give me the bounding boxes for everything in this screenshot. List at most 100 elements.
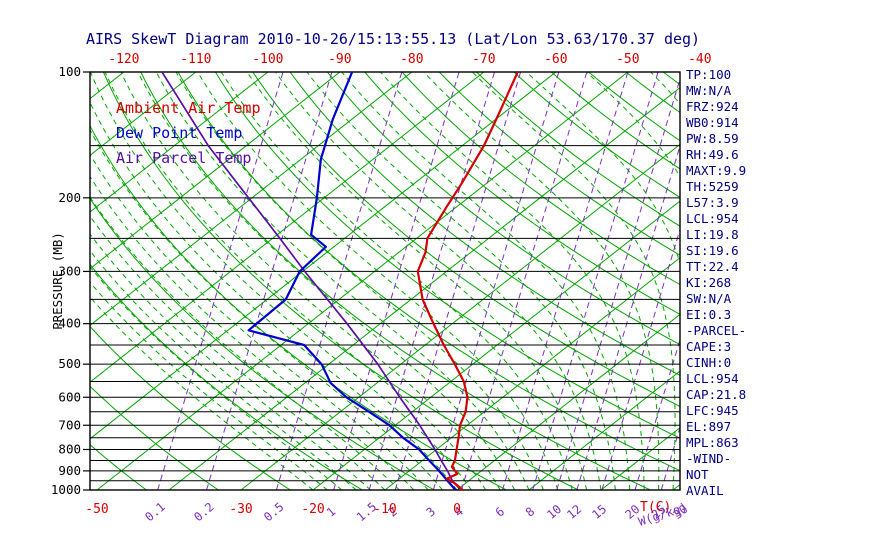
pressure-tick-label: 200: [58, 190, 81, 205]
mixing-ratio-line: [368, 72, 496, 490]
mixing-ratio-tick-label: 0.2: [191, 500, 217, 525]
stat-line: SI:19.6: [686, 243, 739, 258]
moist-adiabat-line: [175, 72, 544, 490]
mixing-ratio-line: [432, 72, 560, 490]
mixing-ratio-line: [157, 72, 284, 490]
legend-ambient-air-temp: Ambient Air Temp: [116, 99, 261, 117]
pressure-tick-label: 800: [58, 441, 81, 456]
isotherm-line: [90, 72, 197, 156]
stat-line: SW:N/A: [686, 291, 732, 306]
stat-line: EL:897: [686, 419, 732, 434]
mixing-ratio-line: [206, 72, 333, 490]
stat-line: LFC:945: [686, 403, 739, 418]
isotherms-group: [0, 72, 680, 490]
stat-line: MW:N/A: [686, 83, 732, 98]
dry-adiabat-line: [214, 72, 680, 439]
top-temp-tick-label: -80: [400, 52, 423, 67]
dry-adiabat-line: [513, 72, 680, 198]
stat-line: TP:100: [686, 67, 732, 82]
pressure-tick-label: 100: [58, 64, 81, 79]
top-temp-tick-label: -70: [472, 52, 495, 67]
stat-line: CAPE:3: [686, 339, 732, 354]
dry-adiabat-line: [289, 72, 680, 376]
moist-adiabat-line: [90, 233, 371, 490]
moist-adiabat-line: [90, 72, 472, 490]
isotherm-line: [528, 370, 680, 490]
stat-line: RH:49.6: [686, 147, 739, 162]
moist-adiabat-line: [90, 266, 343, 490]
moist-adiabat-line: [197, 72, 559, 490]
top-temp-tick-label: -100: [252, 52, 283, 67]
temp-axis-unit: T(C): [640, 500, 671, 515]
mixing-ratio-tick-label: 10: [544, 502, 564, 522]
dry-adiabat-line: [90, 263, 363, 490]
stat-line: CINH:0: [686, 355, 732, 370]
pressure-axis-title: PRESSURE (MB): [50, 232, 65, 330]
bottom-temp-tick-label: -50: [85, 502, 108, 517]
stats-column: TP:100 MW:N/A FRZ:924 WB0:914 PW:8.59 RH:49.6…: [686, 67, 746, 499]
ambient-air-temp-curve: [416, 72, 519, 490]
dry-adiabat-line: [327, 72, 680, 346]
dry-adiabat-line: [401, 72, 680, 286]
stat-line: PW:8.59: [686, 131, 739, 146]
axis-labels-group: -120 -110 -100 -90 -80 -70 -60 -50 -40-50 -30 -20-…: [51, 52, 712, 517]
stat-line: CAP:21.8: [686, 387, 747, 402]
mixing-ratio-line: [601, 227, 680, 490]
pressure-tick-label: 400: [58, 316, 81, 331]
moist-adiabat-line: [90, 128, 443, 490]
plot-border: [89, 71, 681, 491]
moist-adiabat-line: [586, 72, 680, 178]
stat-line: LI:19.8: [686, 227, 739, 242]
isotherm-line: [90, 72, 413, 327]
moist-adiabat-line: [90, 196, 400, 490]
moist-adiabat-line: [90, 215, 386, 490]
moist-adiabat-line: [104, 72, 487, 490]
dry-adiabat-line: [550, 72, 680, 170]
stat-line: L57:3.9: [686, 195, 739, 210]
moist-adiabat-line: [306, 72, 616, 490]
legend-dew-point-temp: Dew Point Temp: [116, 124, 243, 142]
bottom-temp-tick-label: -10: [373, 502, 396, 517]
moist-adiabat-line: [90, 153, 429, 490]
dry-adiabat-line: [90, 124, 507, 490]
stat-line: KI:268: [686, 275, 732, 290]
isotherm-line: [0, 72, 52, 490]
mixing-ratio-line: [501, 72, 629, 490]
stat-line: MPL:863: [686, 435, 739, 450]
mixing-ratio-tick-label: 0.5: [261, 500, 287, 525]
moist-adiabat-line: [155, 72, 530, 490]
moist-adiabat-line: [380, 72, 645, 490]
top-temp-tick-label: -90: [328, 52, 351, 67]
dry-adiabats-group: [90, 72, 680, 490]
dry-adiabat-line: [625, 72, 680, 114]
pressure-tick-label: 300: [58, 263, 81, 278]
mixing-ratio-line: [275, 72, 403, 490]
isotherm-line: [90, 72, 557, 440]
stat-line: LCL:954: [686, 211, 739, 226]
stat-line: FRZ:924: [686, 99, 739, 114]
dry-adiabat-line: [252, 72, 680, 407]
bottom-temp-tick-label: -30: [229, 502, 252, 517]
mixing-ratio-tick-label: 1: [324, 504, 339, 519]
pressure-tick-label: 500: [58, 356, 81, 371]
pressure-tick-label: 1000: [51, 482, 81, 497]
dry-adiabat-line: [177, 72, 680, 472]
mixing-ratio-tick-label: 6: [493, 504, 508, 519]
dry-adiabat-line: [102, 72, 579, 490]
mixing-ratio-tick-label: 15: [589, 502, 609, 522]
mixing-ratio-line: [333, 72, 460, 490]
mixing-ratio-tick-label: 12: [564, 502, 584, 522]
mixing-ratio-tick-label: 3: [424, 504, 439, 519]
legend: Ambient Air Temp Dew Point Temp Air Parc…: [116, 96, 261, 171]
bottom-temp-tick-label: 0: [453, 502, 461, 517]
air-parcel-temp-curve: [161, 72, 462, 490]
bottom-temp-tick-label: -20: [301, 502, 324, 517]
moist-adiabat-line: [90, 249, 357, 490]
top-temp-tick-label: -60: [544, 52, 567, 67]
isotherm-line: [384, 257, 680, 490]
mixing-ratio-line: [576, 144, 680, 490]
moist-adiabat-line: [341, 72, 631, 490]
top-temp-tick-label: -40: [688, 52, 711, 67]
stat-line: TT:22.4: [686, 259, 739, 274]
